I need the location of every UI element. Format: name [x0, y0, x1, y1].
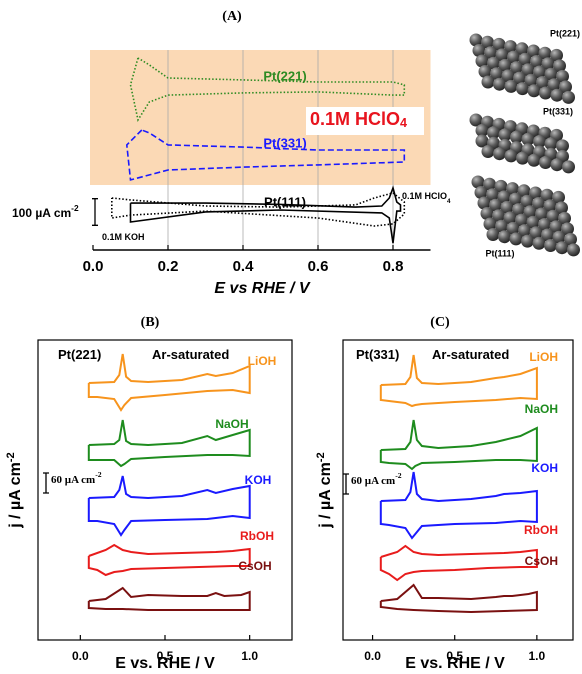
- atom: [493, 78, 506, 91]
- series-label: RbOH: [240, 529, 274, 543]
- atom: [498, 230, 511, 243]
- atom: [539, 156, 552, 169]
- atom: [493, 147, 506, 160]
- cv-curve: [381, 472, 537, 538]
- scale-bar: [43, 473, 49, 493]
- series-label: NaOH: [215, 417, 248, 431]
- series-label: CsOH: [525, 554, 558, 568]
- x-tick-label: 0.0: [72, 649, 89, 663]
- annotation-main: Ar-saturated: [432, 347, 509, 362]
- annotation-main: Pt(331): [356, 347, 399, 362]
- atom: [521, 235, 534, 248]
- panel-title: (B): [141, 315, 160, 330]
- model-label: Pt(331): [543, 106, 573, 116]
- y-axis-label: j / µA cm-2: [5, 452, 24, 528]
- cv-curve: [89, 588, 250, 610]
- scale-bar-label: 100 µA cm-2: [12, 203, 79, 220]
- atom: [516, 82, 529, 95]
- atom: [528, 154, 541, 167]
- atom: [528, 84, 541, 97]
- scale-bar-label: 60 µA cm-2: [51, 470, 102, 486]
- cv-curve: [381, 546, 537, 580]
- cv-curve: [381, 355, 537, 406]
- scale-bar-label: 60 µA cm-2: [351, 471, 402, 487]
- atom: [556, 241, 569, 254]
- cv-curve: [89, 545, 250, 575]
- scale-bar-label-sup: -2: [395, 471, 402, 480]
- x-tick-label: 0.6: [308, 258, 329, 275]
- x-tick-label: 1.0: [241, 649, 258, 663]
- annotation-sub: 4: [400, 116, 407, 130]
- series-label: CsOH: [238, 559, 271, 573]
- atom: [533, 237, 546, 250]
- series-label: Pt(221): [263, 68, 306, 83]
- annotation-main: 0.1M KOH: [102, 232, 145, 242]
- scale-bar-label-sup: -2: [71, 203, 79, 213]
- scale-bar: [343, 474, 349, 494]
- y-axis-label-sup: -2: [5, 452, 17, 462]
- annotation: Ar-saturated: [432, 347, 509, 362]
- annotation: Pt(331): [356, 347, 399, 362]
- atom: [516, 152, 529, 165]
- scale-bar-label-main: 100 µA cm: [12, 206, 71, 220]
- atom: [551, 158, 564, 171]
- atom: [482, 145, 495, 158]
- atom: [505, 149, 518, 162]
- annotation: 0.1M HClO4: [310, 109, 407, 131]
- atom: [482, 76, 495, 89]
- x-axis-label: E vs. RHE / V: [405, 655, 505, 672]
- annotation-main: 0.1M HClO: [402, 191, 447, 201]
- series-label: RbOH: [524, 523, 558, 537]
- series-label: LiOH: [529, 350, 558, 364]
- x-tick-label: 0.0: [83, 258, 104, 275]
- annotation: 0.1M HClO4: [402, 191, 451, 204]
- atom: [487, 228, 500, 241]
- series-label: KOH: [245, 473, 272, 487]
- atom: [562, 160, 575, 173]
- y-axis-label-main: j / µA cm: [7, 462, 24, 529]
- annotation-sub: 4: [447, 198, 451, 205]
- scale-bar-label-main: 60 µA cm: [51, 474, 95, 486]
- series-label: KOH: [531, 461, 558, 475]
- series-label: Pt(331): [263, 135, 306, 150]
- scale-bar-label-main: 60 µA cm: [351, 475, 395, 487]
- x-tick-label: 0.2: [158, 258, 179, 275]
- panel-title: (C): [430, 315, 450, 330]
- annotation-main: Pt(221): [58, 347, 101, 362]
- y-axis-label: j / µA cm-2: [315, 452, 334, 528]
- cv-curve: [381, 585, 537, 612]
- y-axis-label-main: j / µA cm: [317, 462, 334, 529]
- annotation-main: 0.1M HClO: [310, 109, 400, 129]
- atom: [510, 232, 523, 245]
- annotation: Ar-saturated: [152, 347, 229, 362]
- scale-bar-label-sup: -2: [95, 470, 102, 479]
- series-label: NaOH: [525, 402, 558, 416]
- figure: 0.0 0.2 0.4 0.6 0.8 Pt(221) Pt(331) Pt(111) 0.1M…: [0, 0, 582, 674]
- x-axis-label: E vs. RHE / V: [115, 655, 215, 672]
- plot-frame: [343, 340, 573, 640]
- atom: [562, 91, 575, 104]
- x-tick-label: 0.4: [233, 258, 255, 275]
- scale-bar: [92, 199, 98, 226]
- x-tick-label: 0.0: [364, 649, 381, 663]
- annotation: 0.1M KOH: [102, 232, 145, 242]
- model-label: Pt(111): [485, 248, 514, 258]
- annotation-main: Ar-saturated: [152, 347, 229, 362]
- panel-title: (A): [222, 9, 242, 24]
- atom: [539, 87, 552, 100]
- y-axis-label-sup: -2: [315, 452, 327, 462]
- atom: [544, 239, 557, 252]
- series-label: LiOH: [248, 354, 277, 368]
- atom: [505, 80, 518, 93]
- atom: [567, 243, 580, 256]
- cv-curve: [89, 476, 250, 535]
- model-label: Pt(221): [550, 28, 580, 38]
- annotation: Pt(221): [58, 347, 101, 362]
- cv-curve: [381, 420, 537, 469]
- x-tick-label: 1.0: [529, 649, 546, 663]
- cv-curve: [112, 193, 405, 226]
- x-tick-label: 0.8: [383, 258, 404, 275]
- atom: [551, 89, 564, 102]
- x-axis-label: E vs RHE / V: [214, 280, 310, 297]
